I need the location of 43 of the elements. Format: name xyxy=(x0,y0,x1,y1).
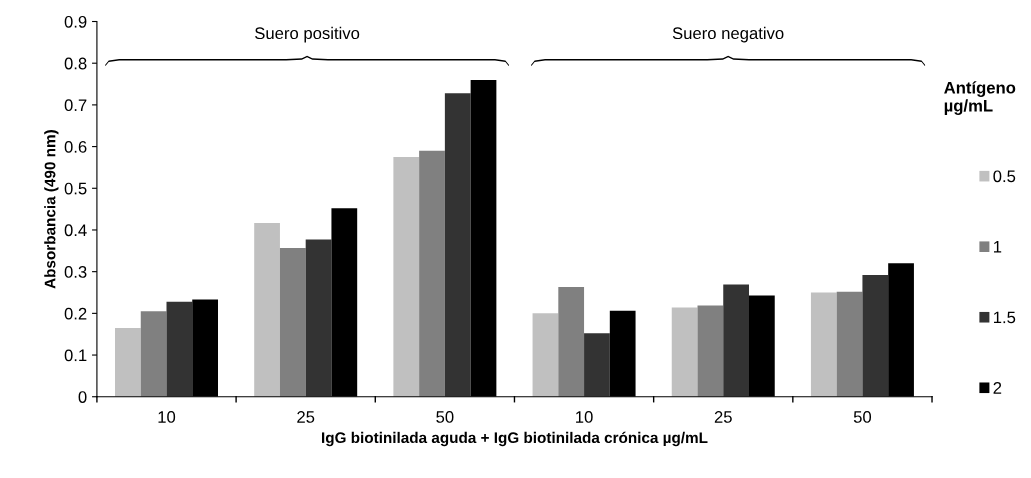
y-tick-label: 0.1 xyxy=(64,349,87,362)
y-axis-title: Absorbancia (490 nm) xyxy=(44,130,59,289)
bar xyxy=(140,311,167,397)
annotation: Suero negativo xyxy=(672,26,784,43)
bar xyxy=(305,239,332,397)
y-tick-label: 0.3 xyxy=(64,266,87,278)
y-tick-label: 0.6 xyxy=(64,140,87,153)
y-tick-label: 0.8 xyxy=(64,57,87,70)
bar xyxy=(671,307,698,397)
y-tick-label: 0.7 xyxy=(64,99,87,112)
annotation: Suero positivo xyxy=(255,26,360,43)
bar xyxy=(254,222,280,397)
bar xyxy=(279,247,306,397)
legend-label: 0.5 xyxy=(993,170,1016,183)
legend-label: 1.5 xyxy=(994,311,1016,324)
x-tick-label: 10 xyxy=(158,411,176,423)
y-tick-label: 0.2 xyxy=(64,307,87,320)
bar xyxy=(115,327,141,397)
bar xyxy=(532,313,559,397)
y-tick-label: 0.5 xyxy=(64,182,87,195)
bar xyxy=(697,305,724,397)
bar xyxy=(393,157,420,397)
legend-label: 2 xyxy=(993,382,1002,394)
bar xyxy=(723,284,749,397)
bar xyxy=(166,301,193,397)
bar xyxy=(558,287,585,397)
x-axis-title: IgG biotinilada aguda + IgG biotinilada crónica µg/mL xyxy=(322,431,708,447)
bar xyxy=(862,275,889,397)
x-tick-label: 25 xyxy=(297,411,315,423)
y-tick-label: 0.4 xyxy=(64,224,87,237)
bar xyxy=(836,291,863,397)
bar xyxy=(444,93,471,397)
legend-label: 1 xyxy=(994,241,1002,253)
bar xyxy=(419,150,445,397)
legend-title: Antígeno µg/mL xyxy=(944,81,1016,115)
x-tick-label: 10 xyxy=(576,411,593,423)
x-tick-label: 50 xyxy=(853,411,872,423)
y-tick-label: 0 xyxy=(78,391,87,403)
x-tick-label: 50 xyxy=(436,411,454,423)
bar xyxy=(584,333,610,397)
y-tick-label: 0.9 xyxy=(64,15,87,28)
bar xyxy=(810,292,837,397)
x-tick-label: 25 xyxy=(714,411,732,423)
